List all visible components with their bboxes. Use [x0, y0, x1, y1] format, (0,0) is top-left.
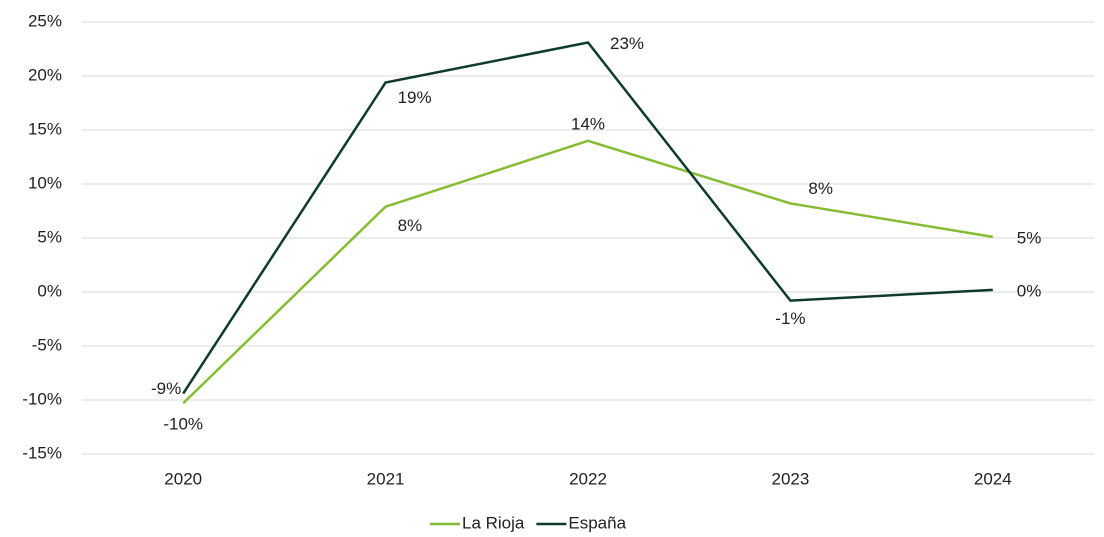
x-tick-label: 2023 [771, 469, 809, 488]
x-tick-label: 2024 [974, 469, 1012, 488]
data-label: 8% [808, 179, 833, 198]
y-tick-label: 0% [37, 281, 62, 300]
x-tick-label: 2021 [367, 469, 405, 488]
data-label: 8% [398, 216, 423, 235]
legend-label: La Rioja [462, 513, 525, 532]
data-label: -10% [163, 415, 203, 434]
y-tick-label: 5% [37, 227, 62, 246]
y-tick-label: 20% [28, 65, 62, 84]
y-tick-label: 10% [28, 173, 62, 192]
line-series [182, 139, 994, 405]
x-tick-label: 2020 [164, 469, 202, 488]
y-tick-label: 15% [28, 119, 62, 138]
data-label: 14% [571, 114, 605, 133]
data-label: -9% [151, 379, 181, 398]
data-label: -1% [775, 309, 805, 328]
legend-label: España [568, 513, 626, 532]
y-tick-label: -15% [22, 443, 62, 462]
y-tick-label: -10% [22, 389, 62, 408]
x-tick-label: 2022 [569, 469, 607, 488]
data-label: 5% [1017, 228, 1042, 247]
y-tick-label: 25% [28, 11, 62, 30]
data-label: 23% [610, 34, 644, 53]
data-label: 19% [398, 88, 432, 107]
y-tick-label: -5% [32, 335, 62, 354]
line-series [182, 41, 993, 395]
data-label: 0% [1017, 281, 1042, 300]
